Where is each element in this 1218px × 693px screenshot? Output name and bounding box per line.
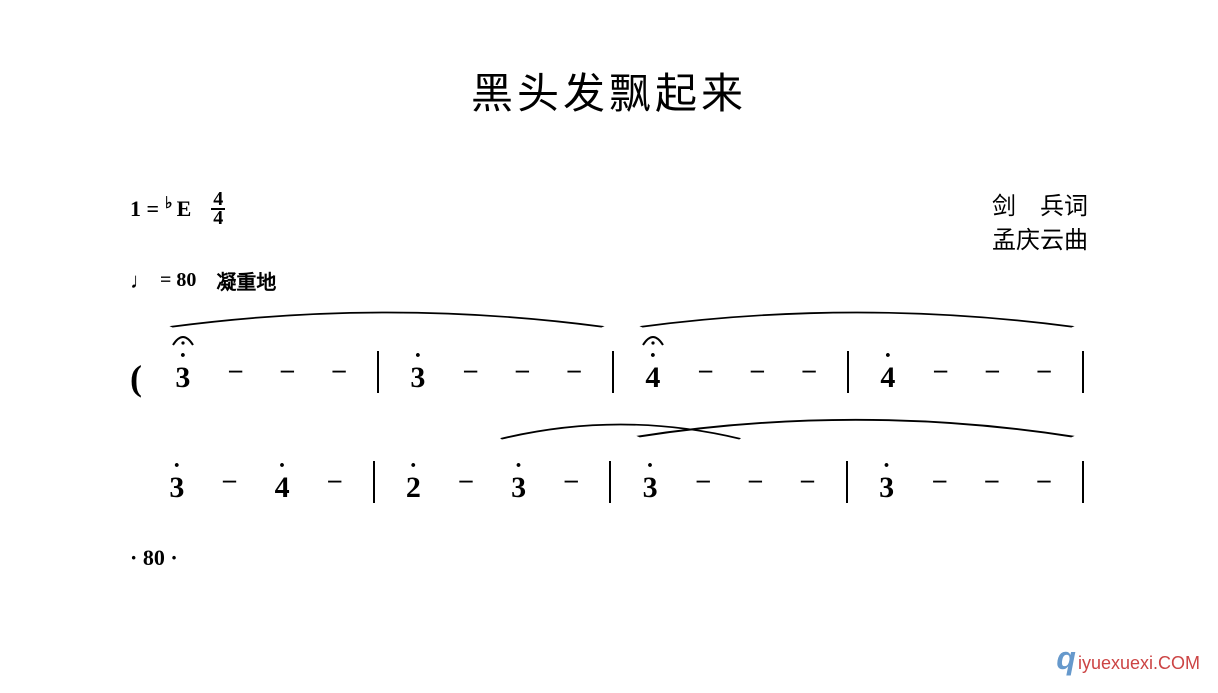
lyricist: 剑 兵词 [992, 191, 1088, 225]
measure: 4 – – – [853, 325, 1078, 395]
time-signature: 4 4 [211, 191, 225, 227]
dash: – [803, 355, 816, 385]
dash: – [933, 465, 946, 495]
note: 3 [511, 471, 526, 505]
dash: – [749, 465, 762, 495]
tie-icon [162, 303, 612, 325]
music-line-1: ( 3 – – – 3 – – – [130, 325, 1088, 395]
dash: – [516, 355, 529, 385]
barline [612, 351, 614, 393]
dash: – [751, 355, 764, 385]
tie-icon [629, 413, 1082, 437]
meta-row: 1 = ♭ E 4 4 剑 兵词 孟庆云曲 [130, 191, 1088, 258]
fermata-icon [171, 321, 195, 335]
dash: – [697, 465, 710, 495]
key-tempo-block: 1 = ♭ E 4 4 [130, 191, 225, 227]
dash: – [1038, 355, 1051, 385]
dash: – [985, 465, 998, 495]
note: 3 [879, 471, 894, 505]
expression-mark: 凝重地 [216, 266, 276, 295]
song-title: 黑头发飘起来 [130, 60, 1088, 121]
sheet-music-page: 黑头发飘起来 1 = ♭ E 4 4 剑 兵词 孟庆云曲 ♩ = 80 凝重地 … [0, 0, 1218, 693]
music-line-2: 3 – 4 – 2 – 3 – 3 – – – [130, 435, 1088, 505]
note: 4 [645, 361, 660, 395]
credits: 剑 兵词 孟庆云曲 [992, 191, 1088, 258]
note: 3 [643, 471, 658, 505]
dash: – [986, 355, 999, 385]
barline [373, 461, 375, 503]
measure: 3 – – – [852, 435, 1079, 505]
barline [609, 461, 611, 503]
quarter-note-icon: ♩ [130, 268, 152, 294]
tie-icon [496, 415, 745, 437]
note: 2 [406, 471, 421, 505]
dash: – [281, 355, 294, 385]
dash: – [333, 355, 346, 385]
key-signature: 1 = ♭ E 4 4 [130, 191, 225, 227]
flat-symbol: ♭ [165, 193, 173, 213]
barline [847, 351, 849, 393]
measure: 2 – 3 – [379, 435, 606, 505]
note: 4 [275, 471, 290, 505]
note: 4 [880, 361, 895, 395]
barline [1082, 351, 1084, 393]
dash: – [565, 465, 578, 495]
dash: – [328, 465, 341, 495]
dash: – [1037, 465, 1050, 495]
page-number: · 80 · [130, 545, 1088, 571]
dash: – [223, 465, 236, 495]
note: 3 [169, 471, 184, 505]
barline [377, 351, 379, 393]
barline [1082, 461, 1084, 503]
dash: – [568, 355, 581, 385]
tempo-row: ♩ = 80 凝重地 [130, 266, 1088, 295]
measure: 3 – – – [615, 435, 842, 505]
dash: – [229, 355, 242, 385]
measure: 3 – – – [148, 325, 373, 395]
measure: 3 – 4 – [142, 435, 369, 505]
one-equals: 1 = [130, 196, 159, 222]
note: 3 [175, 361, 190, 395]
note: 3 [410, 361, 425, 395]
tie-icon [632, 303, 1082, 325]
time-denominator: 4 [213, 210, 223, 227]
dash: – [801, 465, 814, 495]
dash: – [459, 465, 472, 495]
open-paren: ( [130, 357, 142, 399]
key-letter: E [177, 196, 192, 222]
watermark-q: q [1056, 640, 1076, 677]
dash: – [699, 355, 712, 385]
composer: 孟庆云曲 [992, 225, 1088, 259]
measure: 3 – – – [383, 325, 608, 395]
measure: 4 – – – [618, 325, 843, 395]
tempo-value: = 80 [160, 269, 196, 292]
dash: – [464, 355, 477, 385]
barline [846, 461, 848, 503]
fermata-icon [641, 321, 665, 335]
dash: – [934, 355, 947, 385]
watermark-text: iyuexuexi.COM [1078, 653, 1200, 674]
watermark: q iyuexuexi.COM [1056, 640, 1200, 677]
